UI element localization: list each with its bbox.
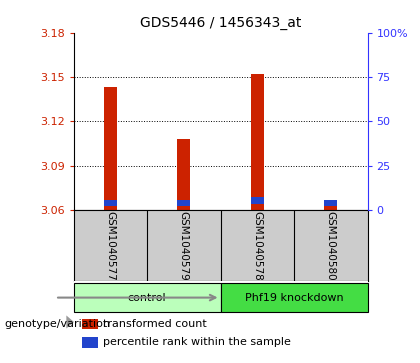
Bar — [324, 200, 337, 206]
Text: GSM1040577: GSM1040577 — [105, 211, 115, 281]
Bar — [177, 200, 190, 206]
Polygon shape — [66, 315, 74, 329]
Text: Phf19 knockdown: Phf19 knockdown — [245, 293, 343, 303]
Bar — [104, 200, 117, 206]
Text: percentile rank within the sample: percentile rank within the sample — [103, 337, 291, 347]
Text: GSM1040578: GSM1040578 — [252, 211, 262, 281]
Bar — [104, 87, 117, 210]
Text: transformed count: transformed count — [103, 319, 207, 329]
FancyBboxPatch shape — [220, 283, 368, 313]
Text: genotype/variation: genotype/variation — [4, 319, 110, 329]
Bar — [324, 206, 337, 210]
Bar — [82, 319, 98, 329]
Title: GDS5446 / 1456343_at: GDS5446 / 1456343_at — [140, 16, 301, 30]
Bar — [251, 74, 264, 210]
Bar — [82, 337, 98, 347]
Bar — [177, 139, 190, 210]
Text: GSM1040580: GSM1040580 — [326, 211, 336, 281]
Text: control: control — [128, 293, 166, 303]
Text: GSM1040579: GSM1040579 — [179, 211, 189, 281]
Bar — [251, 197, 264, 204]
FancyBboxPatch shape — [74, 283, 220, 313]
